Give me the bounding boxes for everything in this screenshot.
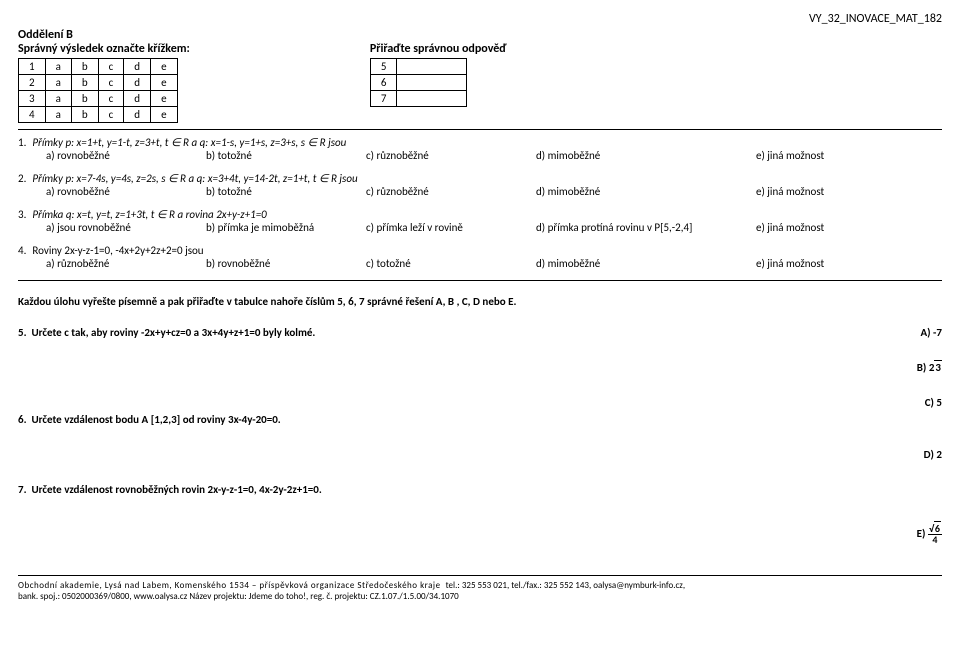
- question-3: 3. Přímka q: x=t, y=t, z=1+3t, t ∈ R a ro…: [18, 208, 942, 234]
- question-number: 1.: [18, 136, 26, 149]
- grid-cell: a: [45, 75, 71, 91]
- grid-cell: [397, 59, 467, 75]
- answer-e: E) √64: [917, 524, 942, 545]
- footer-org: Obchodní akademie, Lysá nad Labem, Komen…: [18, 580, 441, 591]
- mid-instruction: Každou úlohu vyřešte písemně a pak přiřa…: [18, 295, 942, 308]
- option-e: e) jiná možnost: [756, 149, 824, 162]
- option-a: a) rovnoběžné: [46, 149, 206, 162]
- grid-cell: 2: [19, 75, 46, 91]
- grid-cell: e: [151, 91, 177, 107]
- grid-cell: a: [45, 107, 71, 123]
- option-c: c) totožné: [366, 257, 536, 270]
- grid-cell: c: [98, 75, 124, 91]
- grid-cell: e: [151, 59, 177, 75]
- question-4: 4.Roviny 2x-y-z-1=0, -4x+2y+2z+2=0 jsou …: [18, 244, 942, 270]
- answer-row-d: D) 2: [18, 448, 942, 461]
- right-block: Přiřaďte správnou odpověď 5 6 7: [370, 42, 507, 107]
- task-text: Určete vzdálenost rovnoběžných rovin 2x-…: [32, 483, 322, 496]
- answer-d: D) 2: [924, 448, 942, 461]
- option-b: b) přímka je mimoběžná: [206, 221, 366, 234]
- option-d: d) mimoběžné: [536, 257, 756, 270]
- grid-cell: 1: [19, 59, 46, 75]
- grid-cell: 4: [19, 107, 46, 123]
- answer-c: C) 5: [925, 396, 942, 409]
- grid-cell: 7: [370, 91, 397, 107]
- task-number: 6.: [18, 413, 27, 426]
- grid-cell: b: [71, 107, 98, 123]
- option-a: a) různoběžné: [46, 257, 206, 270]
- grid-cell: 6: [370, 75, 397, 91]
- option-b: b) totožné: [206, 185, 366, 198]
- option-a: a) rovnoběžné: [46, 185, 206, 198]
- question-text: Přímky p: x=1+t, y=1-t, z=3+t, t ∈ R a q…: [32, 136, 346, 149]
- footer-line-2: bank. spoj.: 0502000369/0800, www.oalysa…: [18, 591, 942, 602]
- footer-line-1: Obchodní akademie, Lysá nad Labem, Komen…: [18, 575, 942, 591]
- option-d: d) mimoběžné: [536, 185, 756, 198]
- grid-cell: b: [71, 91, 98, 107]
- grid-cell: d: [124, 75, 151, 91]
- option-e: e) jiná možnost: [756, 221, 824, 234]
- answer-b: B) 23: [917, 361, 942, 374]
- section-header: Oddělení B Správný výsledek označte kříž…: [18, 28, 942, 123]
- option-c: c) přímka leží v rovině: [366, 221, 536, 234]
- task-6: 6. Určete vzdálenost bodu A [1,2,3] od r…: [18, 413, 942, 426]
- task-number: 7.: [18, 483, 27, 496]
- questions-block: 1. Přímky p: x=1+t, y=1-t, z=3+t, t ∈ R a…: [18, 136, 942, 270]
- grid-cell: 3: [19, 91, 46, 107]
- grid-cell: [397, 91, 467, 107]
- grid-cell: b: [71, 59, 98, 75]
- grid-cell: d: [124, 91, 151, 107]
- task-text: Určete c tak, aby roviny -2x+y+cz=0 a 3x…: [32, 326, 316, 339]
- instruction-right: Přiřaďte správnou odpověď: [370, 42, 507, 56]
- task-number: 5.: [18, 326, 27, 339]
- grid-cell: c: [98, 107, 124, 123]
- task-7: 7. Určete vzdálenost rovnoběžných rovin …: [18, 483, 942, 496]
- answer-row-e: E) √64: [18, 524, 942, 545]
- option-e: e) jiná možnost: [756, 257, 824, 270]
- document-id: VY_32_INOVACE_MAT_182: [18, 12, 942, 26]
- left-block: Správný výsledek označte křížkem: 1abcde…: [18, 42, 190, 123]
- grid-cell: b: [71, 75, 98, 91]
- option-c: c) různoběžné: [366, 149, 536, 162]
- option-e: e) jiná možnost: [756, 185, 824, 198]
- grid-cell: [397, 75, 467, 91]
- task-text: Určete vzdálenost bodu A [1,2,3] od rovi…: [32, 413, 281, 426]
- answer-grid-left: 1abcde 2abcde 3abcde 4abcde: [18, 58, 178, 123]
- section-title: Oddělení B: [18, 28, 942, 42]
- option-d: d) přímka protíná rovinu v P[5,-2,4]: [536, 221, 756, 234]
- footer-contact: tel.: 325 553 021, tel./fax.: 325 552 14…: [446, 580, 685, 591]
- answer-row-c: C) 5: [18, 396, 942, 409]
- grid-cell: d: [124, 59, 151, 75]
- question-number: 3.: [18, 208, 26, 221]
- task-5: 5. Určete c tak, aby roviny -2x+y+cz=0 a…: [18, 326, 942, 339]
- option-b: b) rovnoběžné: [206, 257, 366, 270]
- answer-a: A) -7: [920, 326, 942, 339]
- grid-cell: e: [151, 75, 177, 91]
- question-2: 2. Přímky p: x=7-4s, y=4s, z=2s, s ∈ R a …: [18, 172, 942, 198]
- answer-grid-right: 5 6 7: [370, 58, 468, 107]
- grid-cell: c: [98, 91, 124, 107]
- instruction-left: Správný výsledek označte křížkem:: [18, 42, 190, 56]
- option-b: b) totožné: [206, 149, 366, 162]
- option-a: a) jsou rovnoběžné: [46, 221, 206, 234]
- option-c: c) různoběžné: [366, 185, 536, 198]
- question-text: Přímky p: x=7-4s, y=4s, z=2s, s ∈ R a q:…: [32, 172, 357, 185]
- grid-cell: c: [98, 59, 124, 75]
- question-text: Roviny 2x-y-z-1=0, -4x+2y+2z+2=0 jsou: [32, 244, 203, 257]
- question-text: Přímka q: x=t, y=t, z=1+3t, t ∈ R a rovi…: [32, 208, 266, 221]
- question-number: 2.: [18, 172, 26, 185]
- grid-cell: a: [45, 91, 71, 107]
- grid-cell: e: [151, 107, 177, 123]
- grid-cell: d: [124, 107, 151, 123]
- question-1: 1. Přímky p: x=1+t, y=1-t, z=3+t, t ∈ R a…: [18, 136, 942, 162]
- option-d: d) mimoběžné: [536, 149, 756, 162]
- grid-cell: 5: [370, 59, 397, 75]
- divider: [18, 280, 942, 281]
- question-number: 4.: [18, 244, 26, 257]
- divider: [18, 129, 942, 130]
- grid-cell: a: [45, 59, 71, 75]
- answer-row-b: B) 23: [18, 361, 942, 374]
